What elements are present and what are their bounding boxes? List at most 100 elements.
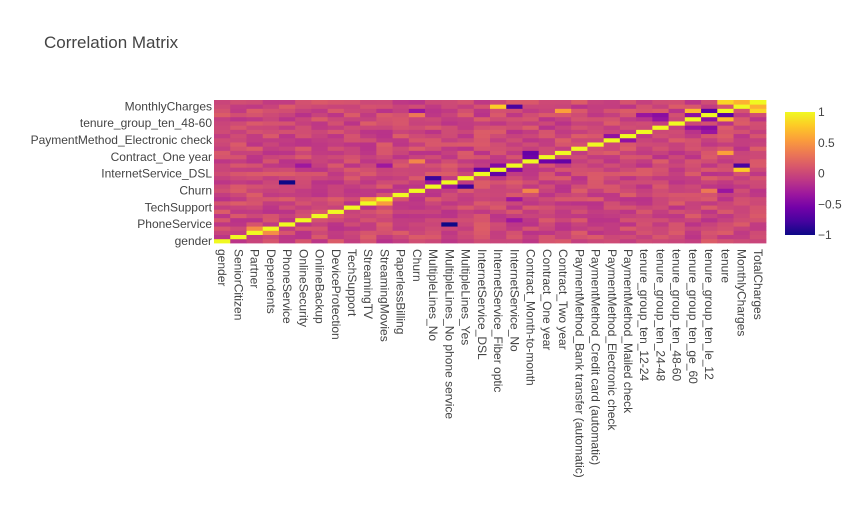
heatmap-cell	[392, 188, 410, 193]
heatmap-cell	[262, 154, 280, 160]
y-tick-label: MonthlyCharges	[125, 99, 212, 113]
heatmap-cell	[538, 108, 556, 114]
heatmap-cell	[619, 133, 637, 139]
heatmap-cell	[311, 209, 329, 214]
colorbar-gradient	[785, 112, 815, 235]
heatmap-cell	[343, 129, 361, 135]
heatmap-cell	[506, 188, 523, 193]
heatmap-cell	[717, 171, 734, 177]
heatmap-cell	[360, 154, 377, 160]
heatmap-cell	[246, 112, 264, 118]
heatmap-cell	[262, 188, 280, 193]
heatmap-cell	[376, 171, 393, 177]
heatmap-cell	[587, 205, 605, 210]
y-tick-label: Contract_One year	[111, 150, 212, 164]
heatmap-cell	[360, 137, 377, 143]
heatmap-cell	[246, 154, 264, 160]
heatmap-cell	[701, 158, 718, 164]
heatmap-cell	[717, 221, 734, 227]
heatmap-cell	[278, 221, 296, 227]
heatmap-cell	[490, 171, 507, 177]
heatmap-cell	[376, 163, 393, 168]
heatmap-cell	[684, 179, 702, 185]
heatmap-cell	[262, 221, 280, 227]
heatmap-cell	[392, 238, 410, 244]
heatmap-cell	[262, 205, 280, 210]
heatmap-cell	[684, 146, 702, 151]
heatmap-cell	[587, 226, 605, 231]
heatmap-cell	[554, 234, 572, 240]
heatmap-cell	[652, 234, 669, 240]
heatmap-cell	[717, 137, 734, 143]
heatmap-cell	[636, 133, 653, 139]
heatmap-cell	[717, 100, 734, 105]
y-tick-label: InternetService_DSL	[101, 167, 212, 181]
heatmap-cell	[408, 129, 426, 135]
heatmap-cell	[214, 129, 231, 135]
heatmap-cell	[473, 108, 491, 114]
heatmap-cell	[457, 142, 475, 147]
heatmap-cell	[636, 142, 653, 147]
heatmap-cell	[311, 154, 329, 160]
heatmap-cell	[262, 184, 280, 189]
heatmap-cell	[668, 179, 686, 185]
heatmap-cell	[490, 226, 507, 231]
heatmap-cell	[457, 196, 475, 202]
heatmap-cell	[749, 217, 767, 223]
heatmap-cell	[619, 112, 637, 118]
heatmap-cell	[522, 142, 540, 147]
heatmap-cell	[246, 116, 264, 122]
heatmap-cell	[554, 112, 572, 118]
heatmap-cell	[684, 200, 702, 206]
heatmap-cell	[246, 104, 264, 109]
heatmap-cell	[506, 200, 523, 206]
heatmap-cell	[343, 230, 361, 235]
heatmap-cell	[311, 121, 329, 126]
heatmap-cell	[408, 230, 426, 235]
heatmap-cell	[554, 221, 572, 227]
heatmap-cell	[441, 167, 458, 172]
heatmap-cell	[554, 213, 572, 219]
heatmap-cell	[376, 142, 393, 147]
heatmap-cell	[506, 221, 523, 227]
heatmap-cell	[295, 100, 312, 105]
heatmap-cell	[230, 179, 247, 185]
heatmap-cell	[636, 121, 653, 126]
heatmap-cell	[230, 137, 247, 143]
heatmap-cell	[311, 217, 329, 223]
heatmap-cell	[490, 150, 507, 156]
heatmap-cell	[522, 196, 540, 202]
heatmap-cell	[749, 238, 767, 244]
heatmap-cell	[295, 226, 312, 231]
heatmap-cell	[441, 179, 458, 185]
heatmap-cell	[408, 116, 426, 122]
heatmap-cell	[441, 129, 458, 135]
heatmap-cell	[392, 217, 410, 223]
heatmap-cell	[457, 188, 475, 193]
heatmap-cell	[230, 150, 247, 156]
heatmap-cell	[262, 196, 280, 202]
heatmap-cell	[295, 154, 312, 160]
heatmap-cell	[457, 125, 475, 130]
heatmap-cell	[262, 100, 280, 105]
heatmap-cell	[684, 154, 702, 160]
heatmap-cell	[587, 146, 605, 151]
y-tick-label: PaymentMethod_Electronic check	[31, 133, 213, 147]
heatmap-cell	[327, 137, 345, 143]
heatmap-cell	[668, 217, 686, 223]
heatmap-cell	[571, 184, 588, 189]
heatmap-cell	[311, 238, 329, 244]
heatmap-cell	[392, 154, 410, 160]
heatmap-cell	[717, 146, 734, 151]
heatmap-cell	[603, 142, 621, 147]
heatmap-cell	[506, 142, 523, 147]
heatmap-cell	[571, 217, 588, 223]
heatmap-cell	[701, 121, 718, 126]
heatmap-cell	[425, 125, 442, 130]
heatmap-cell	[652, 163, 669, 168]
heatmap-cell	[343, 116, 361, 122]
heatmap-cell	[392, 192, 410, 198]
heatmap-cell	[262, 163, 280, 168]
x-tick-label: PaymentMethod_Credit card (automatic)	[589, 249, 603, 465]
heatmap-cell	[343, 167, 361, 172]
